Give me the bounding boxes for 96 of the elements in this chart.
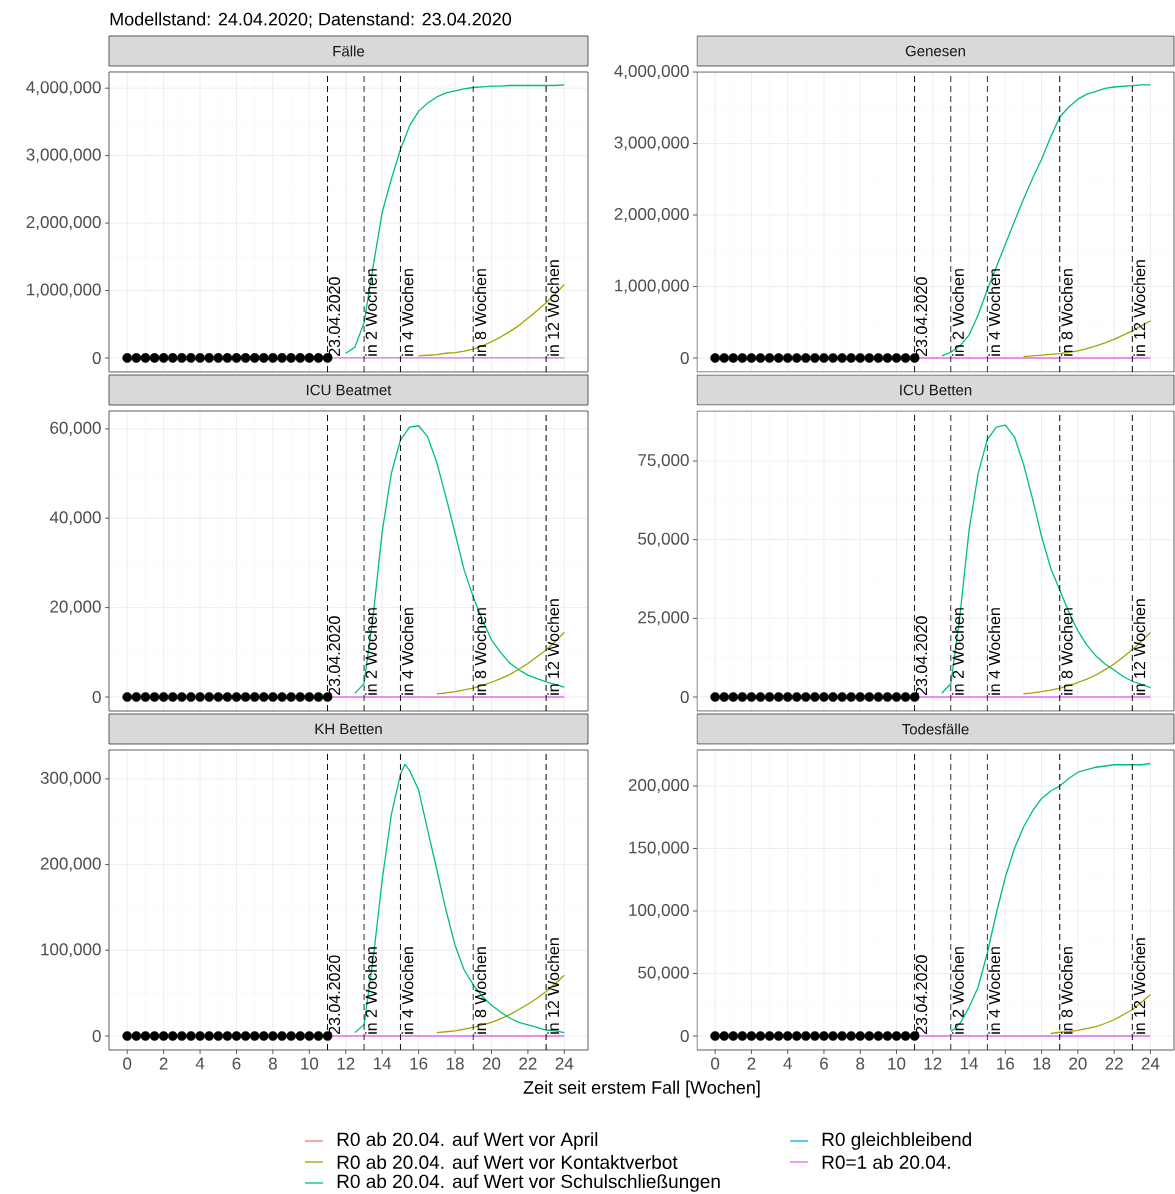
- x-tick-label: 6: [232, 1057, 241, 1070]
- ref-line-label: 23.04.2020: [915, 955, 928, 1034]
- ref-line-label: in 4 Wochen: [988, 947, 1001, 1034]
- ref-line-label: in 4 Wochen: [401, 947, 414, 1034]
- y-tick-label: 4,000,000: [26, 81, 101, 96]
- ref-line-label: in 8 Wochen: [1060, 608, 1073, 695]
- chart-subtitle: Modellstand: 24.04.2020; Datenstand: 23.04.2020: [110, 12, 512, 28]
- y-tick-label: 60,000: [50, 421, 101, 436]
- x-tick-label: 22: [1105, 1057, 1123, 1070]
- x-tick-label: 0: [711, 1057, 720, 1070]
- y-tick-label: 40,000: [49, 511, 101, 526]
- ref-line-label: in 2 Wochen: [365, 269, 377, 356]
- ref-line-label: in 4 Wochen: [401, 269, 414, 356]
- x-axis-title: Zeit seit erstem Fall [Wochen]: [523, 1080, 760, 1098]
- x-tick-label: 16: [997, 1057, 1015, 1070]
- y-tick-label: 200,000: [40, 857, 101, 872]
- legend-label: R0 ab 20.04. auf Wert vor Schulschließungen: [337, 1174, 720, 1192]
- x-tick-label: 10: [888, 1057, 906, 1070]
- ref-line-label: in 12 Wochen: [1133, 260, 1146, 356]
- y-tick-label: 0: [680, 1029, 689, 1043]
- ref-line-label: in 2 Wochen: [952, 947, 964, 1034]
- ref-line-label: 23.04.2020: [915, 277, 928, 356]
- x-tick-label: 2: [159, 1057, 168, 1070]
- ref-line-label: in 2 Wochen: [365, 947, 377, 1034]
- y-tick-label: 2,000,000: [614, 207, 689, 223]
- y-tick-label: 150,000: [629, 841, 689, 856]
- ref-line-label: in 12 Wochen: [1133, 938, 1146, 1034]
- x-tick-label: 24: [555, 1057, 574, 1070]
- ref-line-label: in 8 Wochen: [474, 269, 487, 356]
- x-tick-label: 20: [1069, 1057, 1087, 1070]
- y-tick-label: 3,000,000: [614, 136, 689, 151]
- ref-line-label: in 2 Wochen: [952, 269, 964, 356]
- ref-line-label: 23.04.2020: [328, 955, 341, 1035]
- chart-title: Fälle: [333, 45, 365, 57]
- legend-label: R0 ab 20.04. auf Wert vor Kontaktverbot: [337, 1155, 678, 1169]
- x-tick-label: 14: [374, 1057, 392, 1070]
- ref-line-label: in 12 Wochen: [1133, 599, 1146, 695]
- x-tick-label: 8: [268, 1057, 277, 1070]
- x-tick-label: 18: [446, 1057, 464, 1070]
- y-tick-label: 200,000: [628, 778, 689, 794]
- y-tick-label: 100,000: [41, 943, 101, 958]
- chart-title: Todesfälle: [902, 723, 969, 735]
- y-tick-label: 4,000,000: [614, 64, 689, 80]
- x-tick-label: 4: [783, 1057, 792, 1070]
- ref-line-label: in 8 Wochen: [474, 608, 487, 695]
- y-tick-label: 2,000,000: [26, 216, 101, 231]
- x-tick-label: 8: [856, 1057, 865, 1070]
- x-tick-label: 10: [301, 1057, 319, 1070]
- y-tick-label: 0: [680, 351, 689, 364]
- y-tick-label: 1,000,000: [615, 279, 689, 294]
- y-tick-label: 50,000: [638, 966, 689, 981]
- y-tick-label: 0: [92, 351, 101, 364]
- ref-line-label: in 8 Wochen: [474, 947, 487, 1034]
- ref-line-label: in 12 Wochen: [547, 938, 560, 1034]
- y-tick-label: 3,000,000: [26, 148, 101, 163]
- x-tick-label: 12: [924, 1057, 942, 1070]
- ref-line-label: in 8 Wochen: [1060, 269, 1073, 356]
- ref-line-label: in 12 Wochen: [547, 599, 560, 695]
- ref-line-label: in 4 Wochen: [401, 608, 414, 695]
- ref-line-label: 23.04.2020: [328, 616, 341, 695]
- y-tick-label: 50,000: [638, 532, 689, 547]
- ref-line-label: in 4 Wochen: [988, 608, 1001, 695]
- y-tick-label: 0: [680, 690, 689, 704]
- y-tick-label: 0: [92, 690, 101, 704]
- ref-line-label: in 2 Wochen: [952, 608, 964, 695]
- x-tick-label: 0: [123, 1057, 132, 1070]
- y-tick-label: 100,000: [629, 903, 689, 919]
- y-tick-label: 25,000: [638, 611, 689, 626]
- x-tick-label: 12: [337, 1057, 355, 1070]
- chart-title: KH Betten: [315, 723, 382, 735]
- x-tick-label: 24: [1141, 1057, 1160, 1070]
- ref-line-label: in 2 Wochen: [365, 608, 377, 695]
- ref-line-label: 23.04.2020: [328, 277, 341, 356]
- y-tick-label: 1,000,000: [27, 283, 101, 298]
- y-tick-label: 75,000: [638, 453, 689, 469]
- x-tick-label: 16: [410, 1057, 428, 1070]
- chart-title: ICU Betten: [900, 384, 972, 396]
- legend-label: R0=1 ab 20.04.: [822, 1155, 950, 1169]
- legend-label: R0 gleichbleibend: [822, 1132, 971, 1150]
- x-tick-label: 2: [747, 1057, 756, 1070]
- ref-line-label: in 8 Wochen: [1060, 947, 1073, 1034]
- x-tick-label: 6: [820, 1057, 828, 1070]
- y-tick-label: 20,000: [50, 600, 101, 615]
- x-tick-label: 14: [960, 1057, 978, 1070]
- chart-title: ICU Beatmet: [306, 384, 392, 396]
- ref-line-label: 23.04.2020: [915, 616, 928, 695]
- legend-label: R0 ab 20.04. auf Wert vor April: [337, 1132, 598, 1150]
- ref-line-label: in 4 Wochen: [988, 269, 1001, 356]
- chart-title: Genesen: [905, 45, 965, 57]
- x-tick-label: 20: [482, 1057, 501, 1070]
- x-tick-label: 22: [519, 1057, 537, 1070]
- x-tick-label: 18: [1033, 1057, 1051, 1070]
- y-tick-label: 0: [92, 1030, 101, 1043]
- ref-line-label: in 12 Wochen: [547, 260, 560, 356]
- x-tick-label: 4: [195, 1057, 205, 1070]
- y-tick-label: 300,000: [40, 771, 101, 786]
